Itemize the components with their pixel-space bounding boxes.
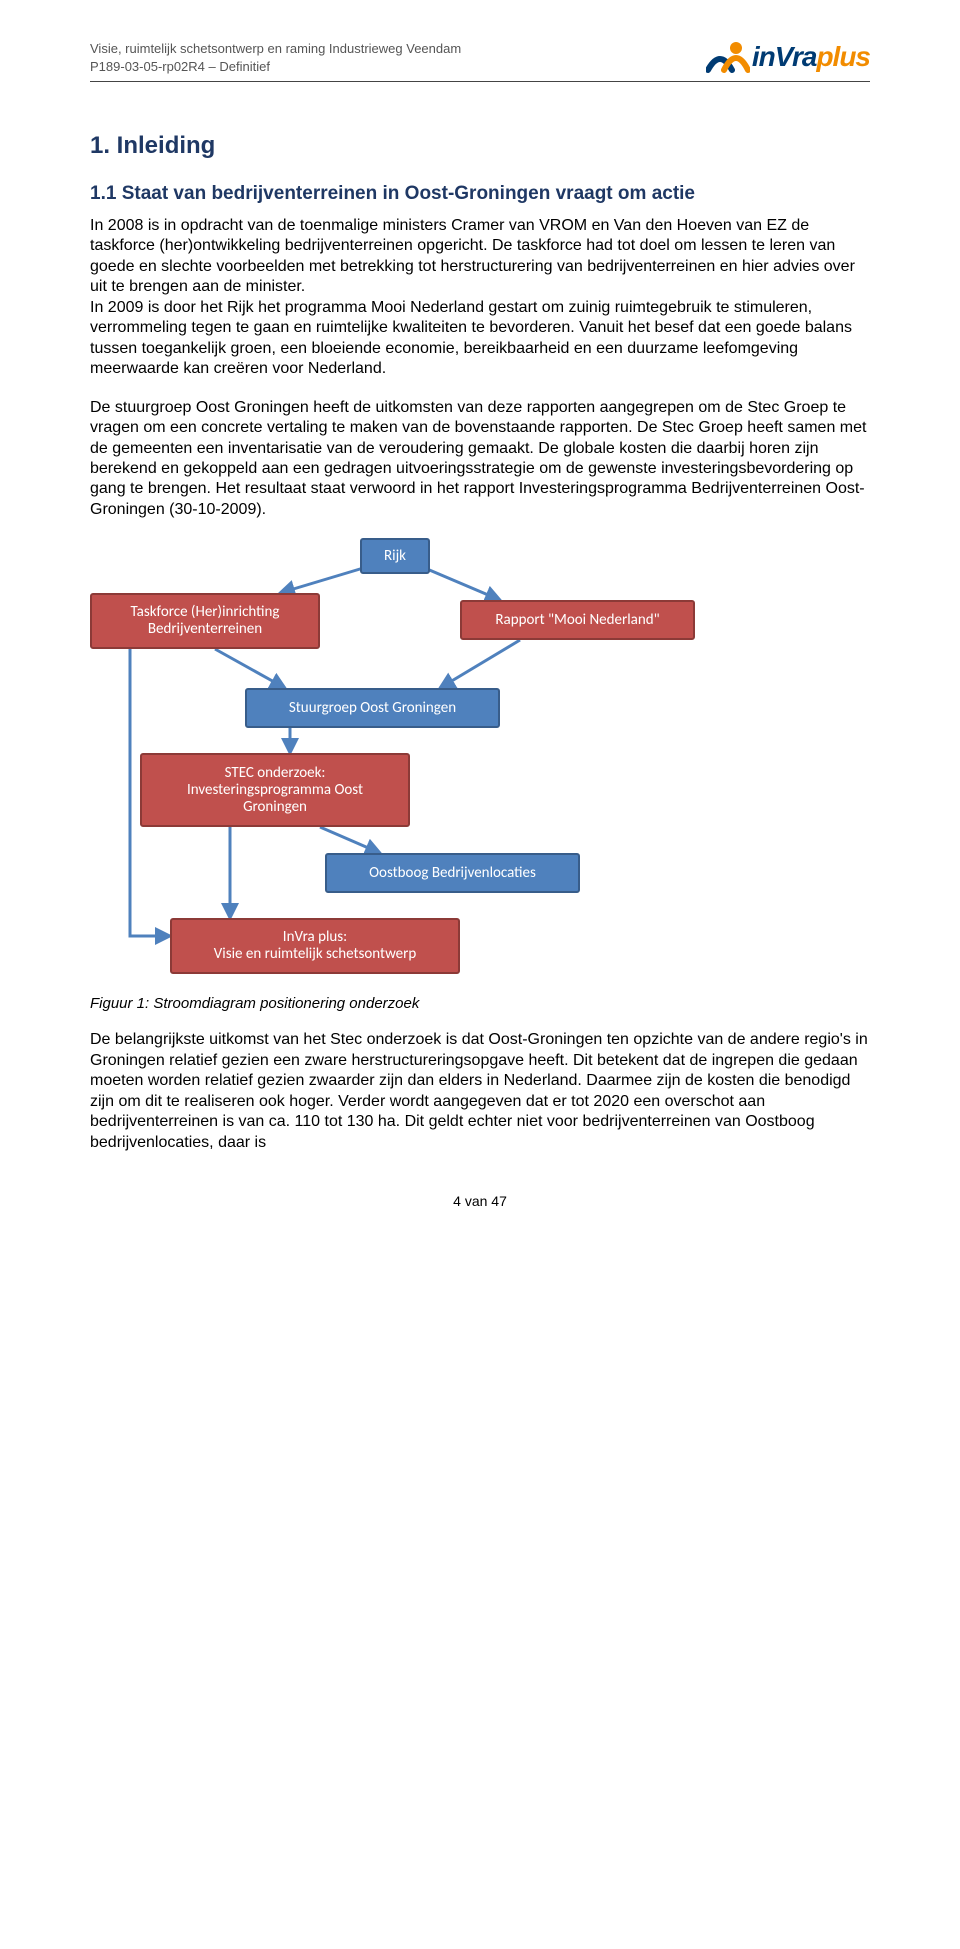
paragraph-2: In 2009 is door het Rijk het programma M… [90, 299, 852, 377]
logo-suffix: plus [816, 41, 870, 72]
paragraph-4: De belangrijkste uitkomst van het Stec o… [90, 1030, 870, 1153]
flowchart-node-rijk: Rijk [360, 538, 430, 574]
paragraph-1: In 2008 is in opdracht van de toenmalige… [90, 217, 855, 295]
header-rule [90, 81, 870, 82]
header-line1: Visie, ruimtelijk schetsontwerp en ramin… [90, 40, 461, 58]
heading-1: 1. Inleiding [90, 132, 870, 160]
logo: inVraplus [706, 40, 870, 74]
flowchart-node-stuurgroep: Stuurgroep Oost Groningen [245, 688, 500, 728]
logo-text: inVraplus [752, 41, 870, 73]
paragraph-3: De stuurgroep Oost Groningen heeft de ui… [90, 398, 870, 521]
header-line2: P189-03-05-rp02R4 – Definitief [90, 58, 461, 76]
flowchart: Rijk Taskforce (Her)inrichting Bedrijvent… [90, 538, 700, 983]
flowchart-node-stec: STEC onderzoek: Investeringsprogramma Oo… [140, 753, 410, 827]
header-meta: Visie, ruimtelijk schetsontwerp en ramin… [90, 40, 461, 75]
heading-1-1: 1.1 Staat van bedrijventerreinen in Oost… [90, 182, 870, 206]
flowchart-node-oostboog: Oostboog Bedrijvenlocaties [325, 853, 580, 893]
flowchart-node-invra: InVra plus: Visie en ruimtelijk schetson… [170, 918, 460, 974]
figure-caption: Figuur 1: Stroomdiagram positionering on… [90, 995, 870, 1012]
logo-icon [706, 40, 750, 74]
page-header: Visie, ruimtelijk schetsontwerp en ramin… [90, 40, 870, 75]
flowchart-figure: Rijk Taskforce (Her)inrichting Bedrijvent… [90, 538, 870, 983]
paragraph-1-2: In 2008 is in opdracht van de toenmalige… [90, 216, 870, 380]
logo-main: inVra [752, 41, 817, 72]
flowchart-node-mooi: Rapport "Mooi Nederland" [460, 600, 695, 640]
flowchart-node-taskforce: Taskforce (Her)inrichting Bedrijventerre… [90, 593, 320, 649]
page-footer: 4 van 47 [90, 1193, 870, 1209]
